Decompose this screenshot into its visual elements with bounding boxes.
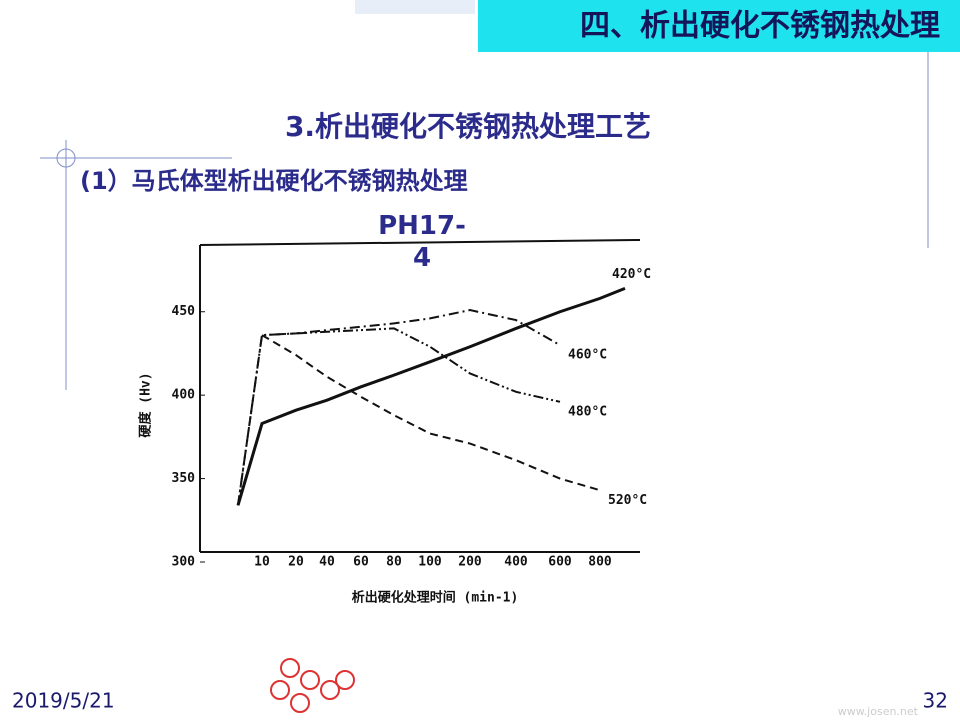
series-label: 460°C xyxy=(568,348,607,363)
x-tick-label: 600 xyxy=(548,555,572,570)
x-tick-label: 10 xyxy=(254,555,270,570)
x-tick-label: 40 xyxy=(319,555,335,570)
y-tick-label: 350 xyxy=(172,471,196,486)
chart-title: PH17-4 xyxy=(378,211,466,273)
x-tick-label: 800 xyxy=(588,555,612,570)
series-line xyxy=(236,286,626,506)
chart-frame xyxy=(199,239,641,246)
x-axis-title: 析出硬化处理时间 (min-1) xyxy=(352,590,519,606)
series-label: 480°C xyxy=(568,404,607,419)
series-line xyxy=(237,309,561,506)
x-tick-label: 80 xyxy=(386,555,402,570)
watermark: www.josen.net xyxy=(838,705,919,718)
chart: 析出硬化处理时间 (min-1) 硬度 (Hv) 300 350 400 450 10 2… xyxy=(138,239,651,606)
series-line xyxy=(237,327,561,506)
series-label: 420°C xyxy=(612,267,651,282)
series-line xyxy=(261,334,601,492)
series-label: 520°C xyxy=(608,493,647,508)
logo xyxy=(270,658,355,713)
header-pattern xyxy=(355,0,475,14)
y-axis-title: 硬度 (Hv) xyxy=(138,372,154,437)
x-tick-label: 200 xyxy=(458,555,482,570)
x-tick-label: 100 xyxy=(418,555,442,570)
page-number: 32 xyxy=(923,689,948,713)
y-tick-label: 300 xyxy=(172,555,196,570)
heading: 3.析出硬化不锈钢热处理工艺 xyxy=(285,110,651,143)
header-title: 四、析出硬化不锈钢热处理 xyxy=(580,9,940,44)
header-box xyxy=(478,0,960,52)
x-tick-label: 20 xyxy=(288,555,304,570)
y-tick-label: 400 xyxy=(172,388,196,403)
x-tick-label: 400 xyxy=(504,555,528,570)
subheading: (1）马氏体型析出硬化不锈钢热处理 xyxy=(80,167,468,195)
deco-circle xyxy=(56,148,76,168)
y-tick-label: 450 xyxy=(172,304,196,319)
x-tick-label: 60 xyxy=(353,555,369,570)
date: 2019/5/21 xyxy=(12,689,115,713)
